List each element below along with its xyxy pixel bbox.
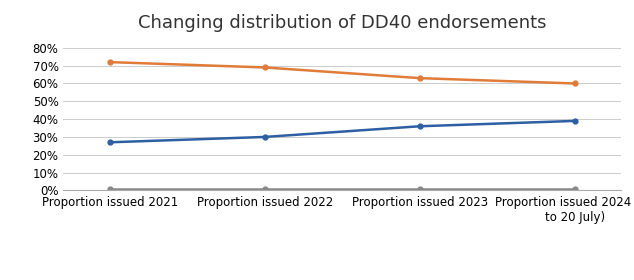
17-25	[261, 135, 269, 139]
Line: 66-94: 66-94	[107, 186, 578, 191]
17-25	[416, 125, 424, 128]
66-94	[571, 187, 579, 190]
17-25	[106, 141, 113, 144]
66-94	[416, 187, 424, 190]
66-94	[106, 187, 113, 190]
26-65	[261, 66, 269, 69]
26-65	[571, 82, 579, 85]
26-65	[106, 60, 113, 64]
66-94	[261, 187, 269, 190]
Line: 17-25: 17-25	[107, 118, 578, 145]
Line: 26-65: 26-65	[107, 60, 578, 86]
26-65	[416, 76, 424, 80]
Text: Changing distribution of DD40 endorsements: Changing distribution of DD40 endorsemen…	[138, 14, 547, 32]
17-25	[571, 119, 579, 123]
